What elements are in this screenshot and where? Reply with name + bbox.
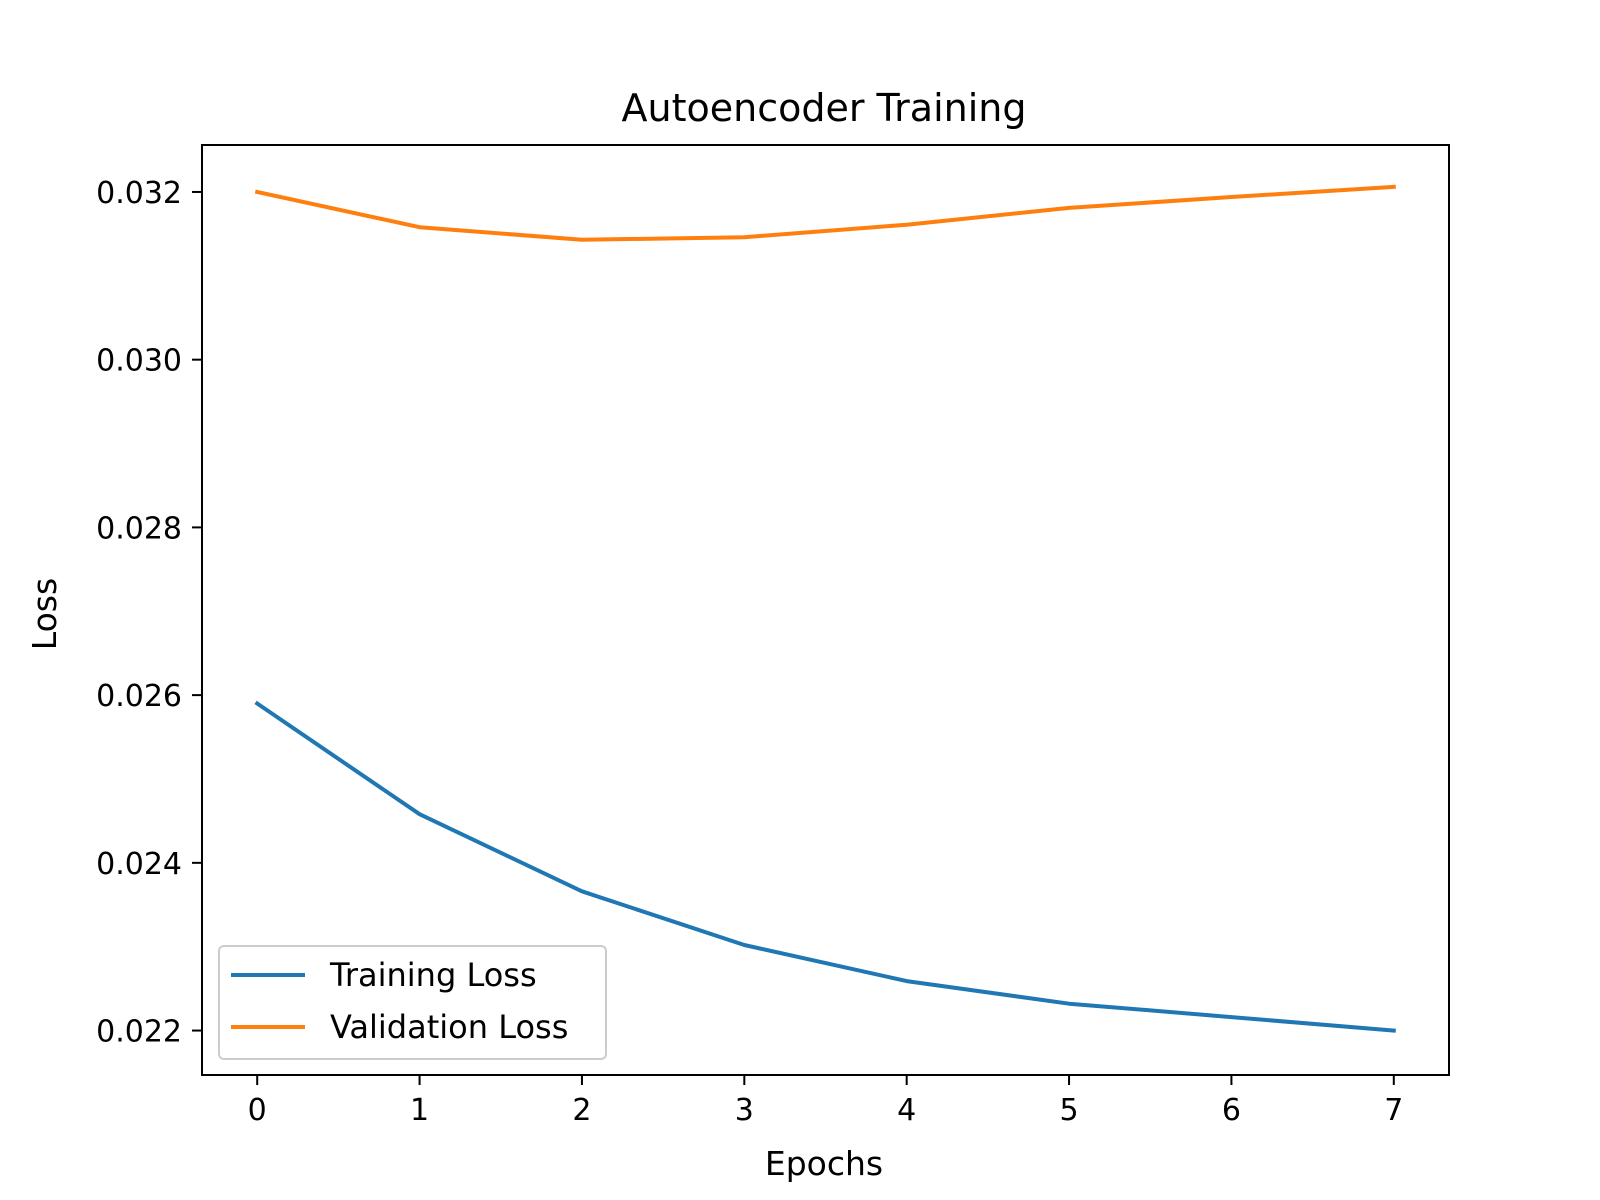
- x-tick-label: 6: [1222, 1093, 1241, 1128]
- chart-title: Autoencoder Training: [622, 86, 1027, 130]
- x-tick-label: 1: [410, 1093, 429, 1128]
- x-tick-label: 7: [1384, 1093, 1403, 1128]
- plot-area: 0 1 2 3 4 5 6 7 0.022 0.024 0.026 0.028 0.030 0.032: [96, 176, 1403, 1128]
- legend-label: Validation Loss: [330, 1008, 568, 1046]
- x-tick-label: 0: [248, 1093, 267, 1128]
- legend-label: Training Loss: [329, 956, 537, 994]
- series-line-training-loss: [254, 700, 1396, 1033]
- x-tick-label: 4: [897, 1093, 916, 1128]
- axes-frame: [201, 144, 1450, 1076]
- x-tick-label: 2: [572, 1093, 591, 1128]
- y-tick-label: 0.032: [96, 176, 182, 211]
- x-tick-label: 5: [1060, 1093, 1079, 1128]
- series-line-validation-loss: [254, 184, 1396, 242]
- y-axis-label: Loss: [25, 578, 64, 650]
- y-tick-label: 0.022: [96, 1015, 182, 1050]
- y-tick-label: 0.030: [96, 344, 182, 379]
- y-tick-label: 0.024: [96, 847, 182, 882]
- x-axis-label: Epochs: [765, 1144, 883, 1183]
- y-tick-label: 0.026: [96, 679, 182, 714]
- legend-box: [218, 945, 607, 1060]
- x-tick-label: 3: [735, 1093, 754, 1128]
- y-tick-label: 0.028: [96, 511, 182, 546]
- legend: Training Loss Validation Loss: [218, 945, 607, 1060]
